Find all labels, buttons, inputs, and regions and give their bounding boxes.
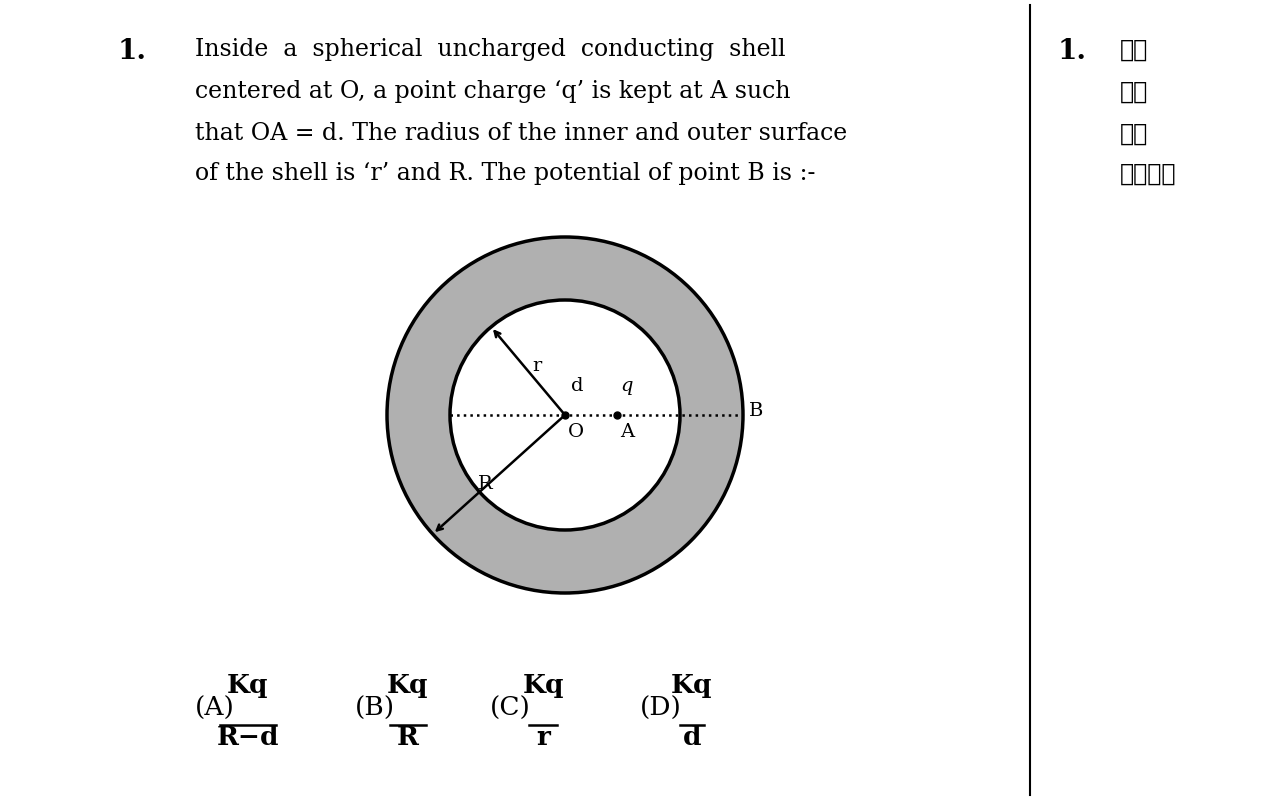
Text: 1.: 1. — [1059, 38, 1087, 65]
Text: R−d: R−d — [216, 725, 279, 750]
Text: q: q — [621, 377, 634, 395]
Text: that OA = d. The radius of the inner and outer surface: that OA = d. The radius of the inner and… — [195, 122, 847, 145]
Text: R: R — [397, 725, 419, 750]
Text: of the shell is ‘r’ and R. The potential of point B is :-: of the shell is ‘r’ and R. The potential… — [195, 162, 815, 185]
Text: Inside  a  spherical  uncharged  conducting  shell: Inside a spherical uncharged conducting … — [195, 38, 786, 61]
Text: (A): (A) — [195, 695, 234, 721]
Circle shape — [451, 300, 680, 530]
Circle shape — [387, 237, 742, 593]
Text: d: d — [682, 725, 701, 750]
Text: कि: कि — [1120, 122, 1148, 146]
Text: Kq: Kq — [671, 673, 713, 698]
Text: (D): (D) — [640, 695, 682, 721]
Text: (C): (C) — [490, 695, 531, 721]
Text: 1.: 1. — [118, 38, 147, 65]
Text: Kq: Kq — [228, 673, 269, 698]
Text: A: A — [620, 423, 634, 441]
Text: R: R — [477, 475, 493, 493]
Text: d: d — [571, 377, 584, 395]
Text: (B): (B) — [355, 695, 396, 721]
Text: centered at O, a point charge ‘q’ is kept at A such: centered at O, a point charge ‘q’ is kep… — [195, 80, 791, 103]
Text: के: के — [1120, 80, 1148, 104]
Text: B: B — [749, 402, 763, 420]
Text: एव: एव — [1120, 38, 1148, 62]
Text: r: r — [532, 357, 541, 375]
Text: त्रि: त्रि — [1120, 162, 1176, 186]
Text: r: r — [536, 725, 550, 750]
Text: Kq: Kq — [522, 673, 563, 698]
Text: Kq: Kq — [388, 673, 429, 698]
Text: O: O — [568, 423, 584, 441]
